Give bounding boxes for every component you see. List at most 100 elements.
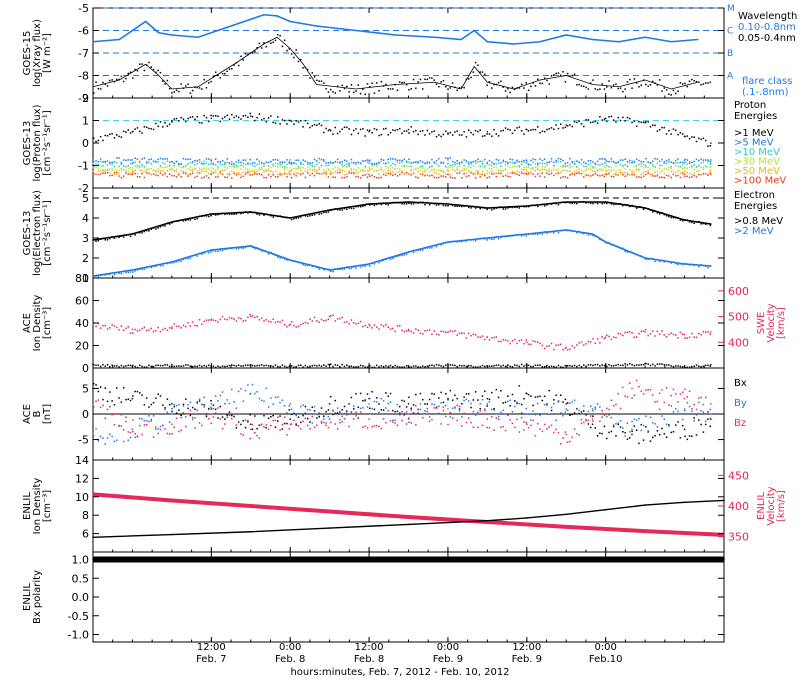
ace-b-series-dots-point (560, 394, 562, 396)
ace-density-dots-point (187, 364, 189, 366)
proton-series-dots-point (652, 124, 654, 126)
x-tick-time: 0:00 (594, 642, 616, 653)
proton-series-dots-point (502, 159, 504, 162)
electron-series-dots-point (569, 202, 571, 204)
ace-velocity-dots-point (679, 331, 682, 334)
proton-series-dots-point (583, 161, 585, 163)
electron-series-dots-point (624, 203, 626, 206)
ace-velocity-dots-point (350, 319, 353, 321)
ace-velocity-dots-point (102, 324, 104, 327)
proton-series-dots-point (523, 172, 525, 175)
proton-series-dots-point (516, 173, 518, 175)
ace-b-series-dots-point (145, 424, 148, 426)
electron-series-dots-point (495, 236, 498, 238)
ace-b-series-point (92, 433, 94, 436)
proton-series-dots-point (168, 161, 171, 163)
proton-series-dots-point (141, 172, 143, 175)
proton-series-dots-point (313, 170, 316, 172)
ace-b-series-dots-point (136, 390, 139, 393)
proton-series-dots-point (150, 168, 153, 170)
proton-series-dots-point (180, 176, 182, 178)
proton-series-dots-point (564, 164, 567, 167)
electron-series-dots-point (463, 240, 465, 242)
ace-velocity-dots-point (467, 332, 470, 335)
electron-series-dots-point (523, 234, 525, 236)
xray-short-dots-point (576, 84, 578, 86)
proton-series-dots-point (295, 120, 297, 122)
ace-velocity-dots-point (615, 336, 617, 339)
proton-series-point (447, 173, 449, 176)
ace-b-series-dots-point (256, 434, 258, 437)
ace-b-series-dots-point (415, 405, 417, 407)
ace-b-series-dots-point (537, 396, 539, 398)
ace-density-dots-point (479, 365, 481, 368)
proton-series-dots-point (189, 116, 192, 119)
ace-b-series-dots-point (288, 428, 291, 430)
electron-series-dots-point (520, 205, 523, 208)
proton-series-dots-point (507, 161, 509, 164)
ace-b-series-dots-point (348, 403, 350, 405)
ace-b-series-dots-point (424, 403, 426, 405)
electron-series-dots-point (306, 215, 309, 218)
ace-b-series-dots-point (635, 419, 638, 421)
electron-series-dots-point (334, 208, 337, 210)
ace-b-series-dots-point (502, 402, 504, 404)
proton-series-dots-point (640, 162, 643, 165)
xray-long-point (486, 40, 489, 43)
proton-series-dots-point (332, 172, 334, 174)
electron-series-dots-point (594, 235, 597, 237)
ace-velocity-dots-point (327, 318, 330, 320)
proton-series-dots-point (385, 127, 387, 130)
xray-short-dots-point (313, 76, 316, 78)
proton-series-dots-point (596, 170, 599, 172)
electron-series-dots-point (221, 212, 224, 215)
proton-series-dots-point (470, 131, 472, 134)
proton-series-dots-point (580, 172, 583, 175)
ace-b-series-dots-point (548, 426, 551, 428)
proton-series-dots-point (656, 170, 659, 173)
ace-b-series-dots-point (260, 423, 263, 426)
ace-b-series-dots-point (300, 405, 302, 408)
xray-short-dots-point (214, 71, 217, 73)
electron-series-dots-point (113, 237, 116, 239)
ace-b-series-dots-point (355, 415, 357, 417)
xray-short-dots-point (106, 85, 109, 87)
ace-b-series-dots-point (212, 416, 215, 418)
proton-series-dots-point (352, 161, 355, 164)
ace-b-series-dots-point (281, 423, 284, 426)
proton-series-dots-point (444, 130, 447, 132)
ace-density-dots-point (113, 365, 116, 367)
proton-series-dots-point (633, 174, 636, 176)
ace-density-dots-point (148, 364, 150, 367)
ace-b-series-dots-point (534, 396, 537, 398)
electron-series-dots-point (438, 203, 440, 206)
xray-short-dots-point (573, 73, 576, 76)
xray-short-dots-point (527, 89, 530, 91)
proton-series-dots-point (467, 170, 470, 172)
proton-series-dots-point (352, 173, 355, 175)
proton-series-dots-point (495, 166, 498, 169)
proton-series-dots-point (428, 161, 431, 164)
proton-series-dots-point (394, 173, 396, 175)
ace-velocity-point (171, 326, 173, 328)
proton-series-dots-point (346, 126, 348, 129)
ace-velocity-dots-point (256, 315, 258, 318)
electron-series-dots-point (311, 265, 314, 268)
ace-b-series-dots-point (329, 395, 332, 398)
proton-series-dots-point (263, 169, 265, 171)
ace-velocity-dots-point (456, 334, 458, 336)
electron-series-dots-point (537, 205, 539, 208)
proton-series-dots-point (233, 171, 235, 174)
proton-series-point (249, 115, 252, 117)
ace-b-series-point (210, 413, 213, 415)
ace-b-series-dots-point (212, 404, 215, 406)
proton-series-dots-point (553, 165, 555, 168)
proton-series-dots-point (341, 128, 343, 130)
ace-b-series-dots-point (168, 403, 171, 406)
ace-density-dots-point (594, 363, 597, 366)
proton-series-dots-point (364, 170, 366, 172)
electron-series-dots-point (513, 206, 516, 208)
proton-series-dots-point (166, 169, 169, 172)
proton-series-point (447, 159, 449, 161)
electron-series-dots-point (456, 241, 458, 243)
